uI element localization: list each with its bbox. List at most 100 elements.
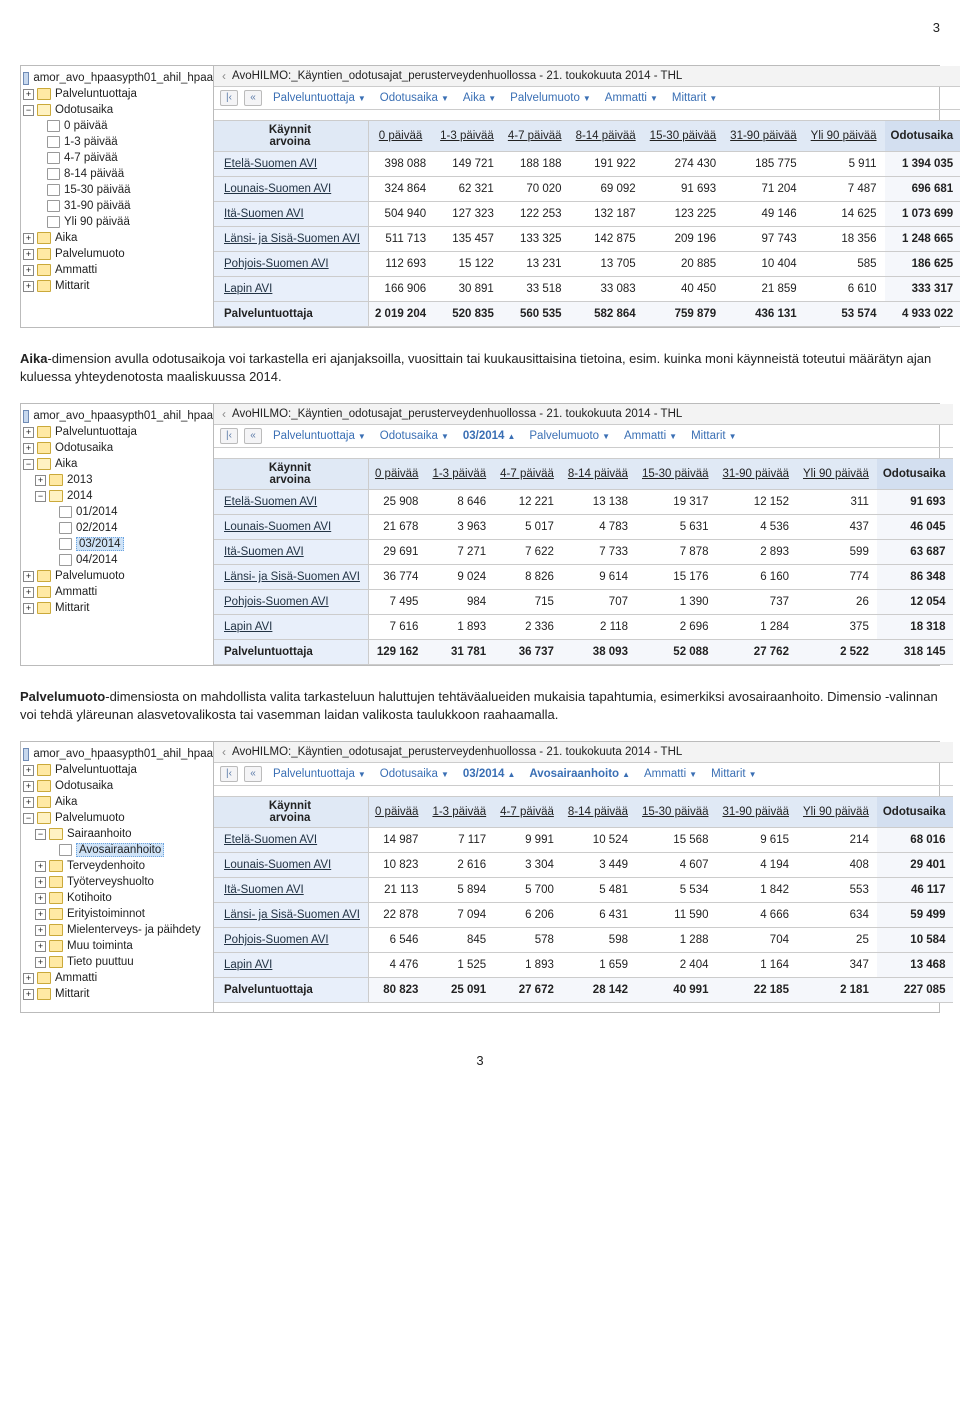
col-header[interactable]: 1-3 päivää	[434, 121, 502, 152]
col-header[interactable]: Yli 90 päivää	[797, 459, 877, 490]
col-header[interactable]: 4-7 päivää	[494, 797, 562, 828]
tree-item[interactable]: +Aika	[23, 794, 213, 810]
col-header[interactable]: 0 päivää	[368, 797, 426, 828]
collapse-icon[interactable]: −	[23, 105, 34, 116]
crumb-mittarit[interactable]: Mittarit ▼	[686, 429, 741, 443]
tree-leaf[interactable]: 15-30 päivää	[23, 182, 213, 198]
row-label[interactable]: Etelä-Suomen AVI	[224, 158, 317, 170]
nav-prev-button[interactable]: «	[244, 90, 262, 106]
expand-icon[interactable]: +	[23, 765, 34, 776]
row-label[interactable]: Etelä-Suomen AVI	[224, 834, 317, 846]
col-header[interactable]: 8-14 päivää	[562, 797, 636, 828]
collapse-icon[interactable]: −	[23, 813, 34, 824]
expand-icon[interactable]: +	[23, 797, 34, 808]
tree-item[interactable]: +Työterveyshuolto	[23, 874, 213, 890]
tree-leaf[interactable]: 04/2014	[23, 552, 213, 568]
row-label[interactable]: Lounais-Suomen AVI	[224, 521, 331, 533]
crumb-palvelumuoto[interactable]: Palvelumuoto ▼	[524, 429, 615, 443]
row-label[interactable]: Länsi- ja Sisä-Suomen AVI	[224, 571, 360, 583]
tree-item[interactable]: +Mittarit	[23, 986, 213, 1002]
tree-leaf[interactable]: 31-90 päivää	[23, 198, 213, 214]
crumb-palveluntuottaja[interactable]: Palveluntuottaja ▼	[268, 429, 371, 443]
col-header[interactable]: Yli 90 päivää	[805, 121, 885, 152]
crumb-odotusaika[interactable]: Odotusaika ▼	[375, 429, 454, 443]
tree-item[interactable]: +Tieto puuttuu	[23, 954, 213, 970]
collapse-icon[interactable]: −	[35, 829, 46, 840]
collapse-handle-icon[interactable]: ‹	[220, 407, 228, 421]
tree-item[interactable]: +Mittarit	[23, 600, 213, 616]
tree-item[interactable]: +Ammatti	[23, 970, 213, 986]
expand-icon[interactable]: +	[23, 603, 34, 614]
tree-item[interactable]: +Odotusaika	[23, 440, 213, 456]
expand-icon[interactable]: +	[35, 909, 46, 920]
expand-icon[interactable]: +	[23, 587, 34, 598]
tree-item[interactable]: +Palvelumuoto	[23, 246, 213, 262]
col-header[interactable]: 4-7 päivää	[494, 459, 562, 490]
col-header[interactable]: 1-3 päivää	[426, 459, 494, 490]
tree-item[interactable]: +Mittarit	[23, 278, 213, 294]
collapse-handle-icon[interactable]: ‹	[220, 69, 228, 83]
expand-icon[interactable]: +	[23, 281, 34, 292]
tree-item[interactable]: +2013	[23, 472, 213, 488]
expand-icon[interactable]: +	[23, 265, 34, 276]
crumb-aika[interactable]: Aika ▼	[458, 91, 501, 105]
expand-icon[interactable]: +	[23, 233, 34, 244]
expand-icon[interactable]: +	[35, 925, 46, 936]
tree-leaf[interactable]: 8-14 päivää	[23, 166, 213, 182]
col-header[interactable]: 31-90 päivää	[716, 459, 797, 490]
tree-root[interactable]: amor_avo_hpaasypth01_ahil_hpaa	[23, 408, 213, 424]
col-header[interactable]: 0 päivää	[368, 121, 434, 152]
row-label[interactable]: Länsi- ja Sisä-Suomen AVI	[224, 909, 360, 921]
row-label[interactable]: Pohjois-Suomen AVI	[224, 934, 329, 946]
expand-icon[interactable]: +	[35, 893, 46, 904]
row-label[interactable]: Pohjois-Suomen AVI	[224, 596, 329, 608]
col-header[interactable]: 15-30 päivää	[636, 459, 717, 490]
tree-root[interactable]: amor_avo_hpaasypth01_ahil_hpaa	[23, 70, 213, 86]
tree-item[interactable]: −Palvelumuoto	[23, 810, 213, 826]
col-header[interactable]: 31-90 päivää	[716, 797, 797, 828]
nav-prev-button[interactable]: «	[244, 766, 262, 782]
tree-item[interactable]: +Aika	[23, 230, 213, 246]
collapse-handle-icon[interactable]: ‹	[220, 745, 228, 759]
tree-item[interactable]: +Odotusaika	[23, 778, 213, 794]
tree-item[interactable]: +Muu toiminta	[23, 938, 213, 954]
tree-item[interactable]: −2014	[23, 488, 213, 504]
tree-item[interactable]: −Aika	[23, 456, 213, 472]
col-header[interactable]: 15-30 päivää	[644, 121, 725, 152]
collapse-icon[interactable]: −	[23, 459, 34, 470]
row-label[interactable]: Länsi- ja Sisä-Suomen AVI	[224, 233, 360, 245]
expand-icon[interactable]: +	[23, 571, 34, 582]
nav-first-button[interactable]: |‹	[220, 766, 238, 782]
tree-leaf[interactable]: Yli 90 päivää	[23, 214, 213, 230]
crumb-odotusaika[interactable]: Odotusaika ▼	[375, 91, 454, 105]
expand-icon[interactable]: +	[35, 957, 46, 968]
expand-icon[interactable]: +	[23, 89, 34, 100]
row-label[interactable]: Lapin AVI	[224, 621, 272, 633]
expand-icon[interactable]: +	[23, 989, 34, 1000]
col-header[interactable]: 0 päivää	[368, 459, 426, 490]
col-header[interactable]: 1-3 päivää	[426, 797, 494, 828]
expand-icon[interactable]: +	[23, 427, 34, 438]
tree-leaf[interactable]: 01/2014	[23, 504, 213, 520]
col-header[interactable]: Yli 90 päivää	[797, 797, 877, 828]
expand-icon[interactable]: +	[35, 877, 46, 888]
crumb-ammatti[interactable]: Ammatti ▼	[639, 767, 702, 781]
expand-icon[interactable]: +	[35, 861, 46, 872]
col-header[interactable]: 8-14 päivää	[570, 121, 644, 152]
crumb-palvelumuoto[interactable]: Palvelumuoto ▼	[505, 91, 596, 105]
crumb-avosairaanhoito[interactable]: Avosairaanhoito ▲	[524, 767, 635, 781]
tree-leaf[interactable]: 0 päivää	[23, 118, 213, 134]
tree-leaf[interactable]: 4-7 päivää	[23, 150, 213, 166]
crumb-ammatti[interactable]: Ammatti ▼	[619, 429, 682, 443]
crumb-palveluntuottaja[interactable]: Palveluntuottaja ▼	[268, 767, 371, 781]
nav-first-button[interactable]: |‹	[220, 428, 238, 444]
crumb-mittarit[interactable]: Mittarit ▼	[706, 767, 761, 781]
crumb-03-2014[interactable]: 03/2014 ▲	[458, 429, 521, 443]
tree-item[interactable]: +Palvelumuoto	[23, 568, 213, 584]
tree-item[interactable]: −Sairaanhoito	[23, 826, 213, 842]
crumb-palveluntuottaja[interactable]: Palveluntuottaja ▼	[268, 91, 371, 105]
crumb-ammatti[interactable]: Ammatti ▼	[600, 91, 663, 105]
tree-item[interactable]: +Mielenterveys- ja päihdety	[23, 922, 213, 938]
crumb-odotusaika[interactable]: Odotusaika ▼	[375, 767, 454, 781]
tree-item[interactable]: +Erityistoiminnot	[23, 906, 213, 922]
